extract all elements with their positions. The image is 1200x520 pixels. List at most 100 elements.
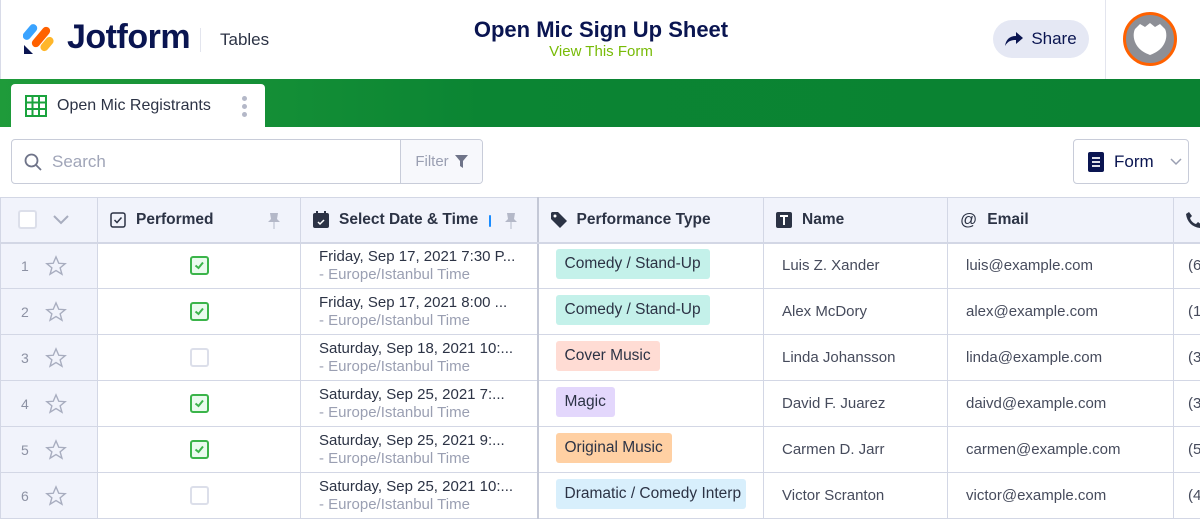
performed-cell — [97, 242, 301, 289]
phone-cell[interactable]: (5 — [1173, 426, 1200, 473]
date-time-cell[interactable]: Friday, Sep 17, 2021 7:30 P... - Europe/I… — [300, 242, 539, 289]
column-header-performance-type[interactable]: Performance Type — [537, 197, 764, 244]
performance-type-tag: Original Music — [555, 432, 672, 463]
timezone-value: - Europe/Istanbul Time — [319, 403, 470, 421]
tab-more-icon[interactable] — [242, 96, 247, 117]
row-number: 5 — [21, 441, 29, 458]
email-cell[interactable]: daivd@example.com — [947, 380, 1174, 427]
performed-checkbox[interactable] — [189, 256, 209, 276]
filter-funnel-icon — [454, 155, 468, 168]
filter-button[interactable]: Filter — [400, 140, 482, 183]
jotform-logo-icon — [23, 23, 54, 54]
form-view-dropdown[interactable]: Form — [1073, 139, 1189, 184]
performance-type-cell[interactable]: Cover Music — [537, 334, 764, 381]
table-row[interactable]: 5 Saturday, Sep 25, 2021 9:... - Europe/I… — [0, 426, 1200, 473]
performed-checkbox[interactable] — [189, 302, 209, 321]
column-label: Select Date & Time — [339, 210, 479, 228]
at-sign-icon: @ — [960, 209, 978, 229]
date-time-cell[interactable]: Friday, Sep 17, 2021 8:00 ... - Europe/Is… — [300, 288, 539, 335]
column-header-date-time[interactable]: Select Date & Time — [300, 197, 539, 244]
table-row[interactable]: 3 Saturday, Sep 18, 2021 10:... - Europe/… — [0, 334, 1200, 381]
phone-cell[interactable]: (1 — [1173, 288, 1200, 335]
performed-cell — [97, 380, 301, 427]
table-row[interactable]: 6 Saturday, Sep 25, 2021 10:... - Europe/… — [0, 472, 1200, 519]
check-icon — [194, 307, 204, 316]
checkbox-field-icon — [110, 212, 126, 228]
table-row[interactable]: 4 Saturday, Sep 25, 2021 7:... - Europe/I… — [0, 380, 1200, 427]
email-cell[interactable]: linda@example.com — [947, 334, 1174, 381]
row-number: 3 — [21, 349, 29, 366]
star-icon[interactable] — [44, 484, 67, 507]
column-label: Email — [987, 210, 1029, 228]
avatar[interactable] — [1123, 12, 1177, 66]
phone-cell[interactable]: (6 — [1173, 242, 1200, 289]
timezone-value: - Europe/Istanbul Time — [319, 449, 470, 467]
row-number: 2 — [21, 303, 29, 320]
table-row[interactable]: 1 Friday, Sep 17, 2021 7:30 P... - Europe… — [0, 242, 1200, 289]
star-icon[interactable] — [44, 300, 67, 323]
timezone-value: - Europe/Istanbul Time — [319, 495, 470, 513]
name-cell[interactable]: Linda Johansson — [763, 334, 948, 381]
tab-open-mic-registrants[interactable]: Open Mic Registrants — [11, 84, 265, 127]
performed-cell — [97, 288, 301, 335]
performance-type-tag: Dramatic / Comedy Interp — [555, 478, 746, 509]
email-cell[interactable]: alex@example.com — [947, 288, 1174, 335]
row-number: 6 — [21, 487, 29, 504]
name-cell[interactable]: Alex McDory — [763, 288, 948, 335]
share-button[interactable]: Share — [993, 20, 1089, 58]
divider — [200, 28, 201, 52]
phone-cell[interactable]: (3 — [1173, 380, 1200, 427]
performed-cell — [97, 472, 301, 519]
performed-checkbox[interactable] — [189, 440, 209, 459]
pin-icon[interactable] — [504, 212, 517, 229]
name-cell[interactable]: David F. Juarez — [763, 380, 948, 427]
pin-icon[interactable] — [268, 212, 280, 229]
row-number-cell: 4 — [0, 380, 98, 427]
chevron-down-icon[interactable] — [53, 215, 69, 225]
performance-type-cell[interactable]: Comedy / Stand-Up — [537, 288, 764, 335]
name-cell[interactable]: Victor Scranton — [763, 472, 948, 519]
calendar-icon — [313, 211, 329, 229]
phone-cell[interactable]: (4 — [1173, 472, 1200, 519]
performance-type-cell[interactable]: Comedy / Stand-Up — [537, 242, 764, 289]
column-header-email[interactable]: @ Email — [947, 197, 1174, 244]
name-cell[interactable]: Carmen D. Jarr — [763, 426, 948, 473]
select-all-checkbox[interactable] — [18, 210, 37, 230]
search-input[interactable] — [52, 151, 352, 172]
view-form-link[interactable]: View This Form — [549, 43, 653, 60]
divider — [1105, 0, 1106, 79]
page-title: Open Mic Sign Up Sheet — [473, 17, 729, 42]
performance-type-tag: Comedy / Stand-Up — [555, 248, 710, 279]
performance-type-cell[interactable]: Original Music — [537, 426, 764, 473]
performed-checkbox[interactable] — [189, 486, 209, 505]
performed-checkbox[interactable] — [189, 348, 209, 367]
column-header-name[interactable]: Name — [763, 197, 948, 244]
performance-type-cell[interactable]: Magic — [537, 380, 764, 427]
star-icon[interactable] — [44, 392, 67, 415]
table-grid-icon — [25, 94, 47, 117]
email-cell[interactable]: carmen@example.com — [947, 426, 1174, 473]
date-time-cell[interactable]: Saturday, Sep 25, 2021 10:... - Europe/Is… — [300, 472, 539, 519]
jotform-logo[interactable]: Jotform — [23, 18, 191, 57]
column-header-performed[interactable]: Performed — [97, 197, 301, 244]
table-row[interactable]: 2 Friday, Sep 17, 2021 8:00 ... - Europe/… — [0, 288, 1200, 335]
email-cell[interactable]: victor@example.com — [947, 472, 1174, 519]
performed-checkbox[interactable] — [189, 394, 209, 413]
star-icon[interactable] — [44, 254, 67, 277]
star-icon[interactable] — [44, 346, 67, 369]
form-label: Form — [1114, 151, 1154, 171]
date-time-cell[interactable]: Saturday, Sep 18, 2021 10:... - Europe/Is… — [300, 334, 539, 381]
star-icon[interactable] — [44, 438, 67, 461]
timezone-value: - Europe/Istanbul Time — [319, 265, 470, 283]
email-cell[interactable]: luis@example.com — [947, 242, 1174, 289]
resize-handle[interactable] — [488, 214, 491, 227]
check-icon — [194, 399, 204, 408]
column-header-phone[interactable] — [1173, 197, 1200, 244]
phone-cell[interactable]: (3 — [1173, 334, 1200, 381]
name-cell[interactable]: Luis Z. Xander — [763, 242, 948, 289]
date-time-cell[interactable]: Saturday, Sep 25, 2021 9:... - Europe/Ist… — [300, 426, 539, 473]
share-label: Share — [1031, 29, 1077, 48]
date-time-cell[interactable]: Saturday, Sep 25, 2021 7:... - Europe/Ist… — [300, 380, 539, 427]
performance-type-cell[interactable]: Dramatic / Comedy Interp — [537, 472, 764, 519]
performance-type-tag: Magic — [555, 386, 615, 417]
